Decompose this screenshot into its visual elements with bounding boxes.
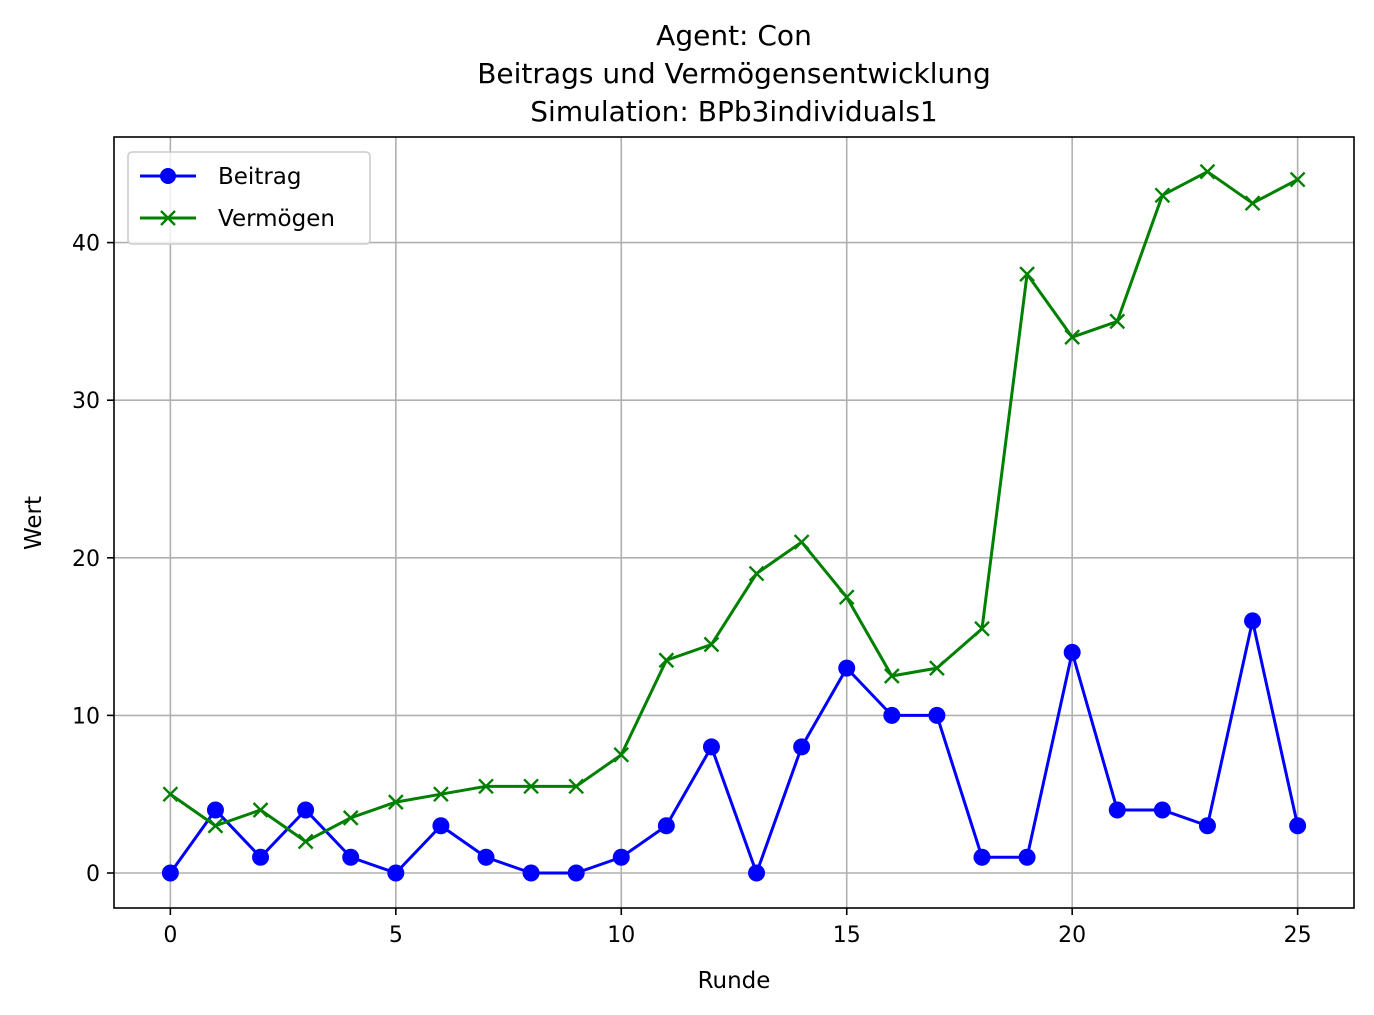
x-tick-label: 0 [163, 923, 177, 948]
data-point-vermoegen [1019, 266, 1035, 282]
data-point-vermoegen [342, 810, 359, 826]
chart-title: Agent: Con Beitrags und Vermögensentwick… [477, 19, 991, 128]
data-point-beitrag [1289, 817, 1307, 835]
legend-label-vermoegen: Vermögen [218, 206, 335, 232]
data-point-beitrag [1063, 643, 1081, 661]
data-point-beitrag [522, 864, 540, 882]
data-point-vermoegen [703, 636, 720, 653]
data-point-vermoegen [883, 668, 900, 684]
x-tick-label: 25 [1284, 923, 1312, 948]
data-point-vermoegen [297, 833, 314, 850]
y-tick-label: 10 [72, 704, 100, 729]
data-point-beitrag [477, 848, 495, 866]
data-point-vermoegen [838, 589, 855, 606]
data-point-beitrag [612, 848, 630, 866]
data-point-beitrag [1153, 801, 1171, 819]
data-point-vermoegen [974, 620, 990, 637]
data-point-vermoegen [433, 786, 449, 803]
data-point-vermoegen [568, 778, 585, 795]
x-tick-label: 5 [389, 923, 403, 948]
plot-frame [113, 136, 1355, 909]
data-point-beitrag [161, 864, 179, 882]
data-point-beitrag [432, 817, 450, 835]
data-point-vermoegen [1199, 163, 1216, 180]
x-axis-label: Runde [698, 968, 771, 994]
data-point-beitrag [297, 801, 315, 819]
data-point-beitrag [252, 848, 270, 866]
data-point-beitrag [928, 706, 946, 724]
data-point-beitrag [206, 801, 224, 819]
y-tick-label: 0 [86, 862, 100, 887]
data-point-vermoegen [1064, 329, 1081, 346]
data-point-beitrag [342, 848, 360, 866]
legend-marker-beitrag [160, 168, 176, 184]
data-point-beitrag [883, 706, 901, 724]
grid [114, 137, 1354, 908]
data-point-vermoegen [1289, 171, 1306, 188]
data-point-vermoegen [929, 660, 945, 676]
data-point-beitrag [1018, 848, 1036, 866]
data-point-vermoegen [252, 802, 269, 818]
data-point-vermoegen [207, 817, 224, 834]
data-point-vermoegen [793, 534, 810, 550]
series-line-beitrag [169, 619, 1300, 875]
data-point-vermoegen [1109, 313, 1126, 330]
y-tick-label: 40 [72, 232, 100, 257]
data-point-vermoegen [523, 778, 539, 795]
x-tick-label: 20 [1058, 923, 1086, 948]
data-point-beitrag [1244, 612, 1262, 630]
data-point-beitrag [657, 817, 675, 835]
data-point-beitrag [838, 659, 856, 677]
data-point-vermoegen [748, 565, 765, 582]
title-line-2: Beitrags und Vermögensentwicklung [477, 57, 991, 90]
legend-entry-vermoegen: Vermögen [140, 206, 335, 232]
data-point-beitrag [387, 864, 405, 882]
data-point-vermoegen [1244, 195, 1261, 212]
data-point-beitrag [1108, 801, 1126, 819]
data-point-vermoegen [1154, 187, 1171, 204]
legend-entry-beitrag: Beitrag [140, 164, 302, 190]
data-point-vermoegen [478, 778, 494, 795]
data-point-beitrag [748, 864, 766, 882]
data-point-beitrag [793, 738, 811, 756]
data-point-beitrag [567, 864, 585, 882]
data-point-beitrag [702, 738, 720, 756]
title-line-3: Simulation: BPb3individuals1 [530, 95, 937, 128]
data-point-vermoegen [387, 794, 404, 810]
data-point-vermoegen [658, 652, 675, 669]
y-tick-label: 20 [72, 547, 100, 572]
legend-marker-vermoegen [160, 210, 176, 226]
data-point-vermoegen [162, 786, 179, 803]
data-point-beitrag [1198, 817, 1216, 835]
y-axis-label: Wert [21, 496, 47, 550]
data-point-beitrag [973, 848, 991, 866]
y-tick-label: 30 [72, 389, 100, 414]
legend-label-beitrag: Beitrag [218, 164, 302, 190]
data-point-vermoegen [613, 746, 630, 763]
title-line-1: Agent: Con [656, 19, 812, 52]
x-tick-label: 15 [833, 923, 861, 948]
series-line-vermoegen [169, 170, 1299, 843]
axis-ticks: 0 5 10 15 20 25 0 10 20 30 40 [72, 232, 1312, 948]
plot-series [161, 163, 1307, 882]
x-tick-label: 10 [607, 923, 635, 948]
legend: Beitrag Vermögen [127, 151, 371, 245]
